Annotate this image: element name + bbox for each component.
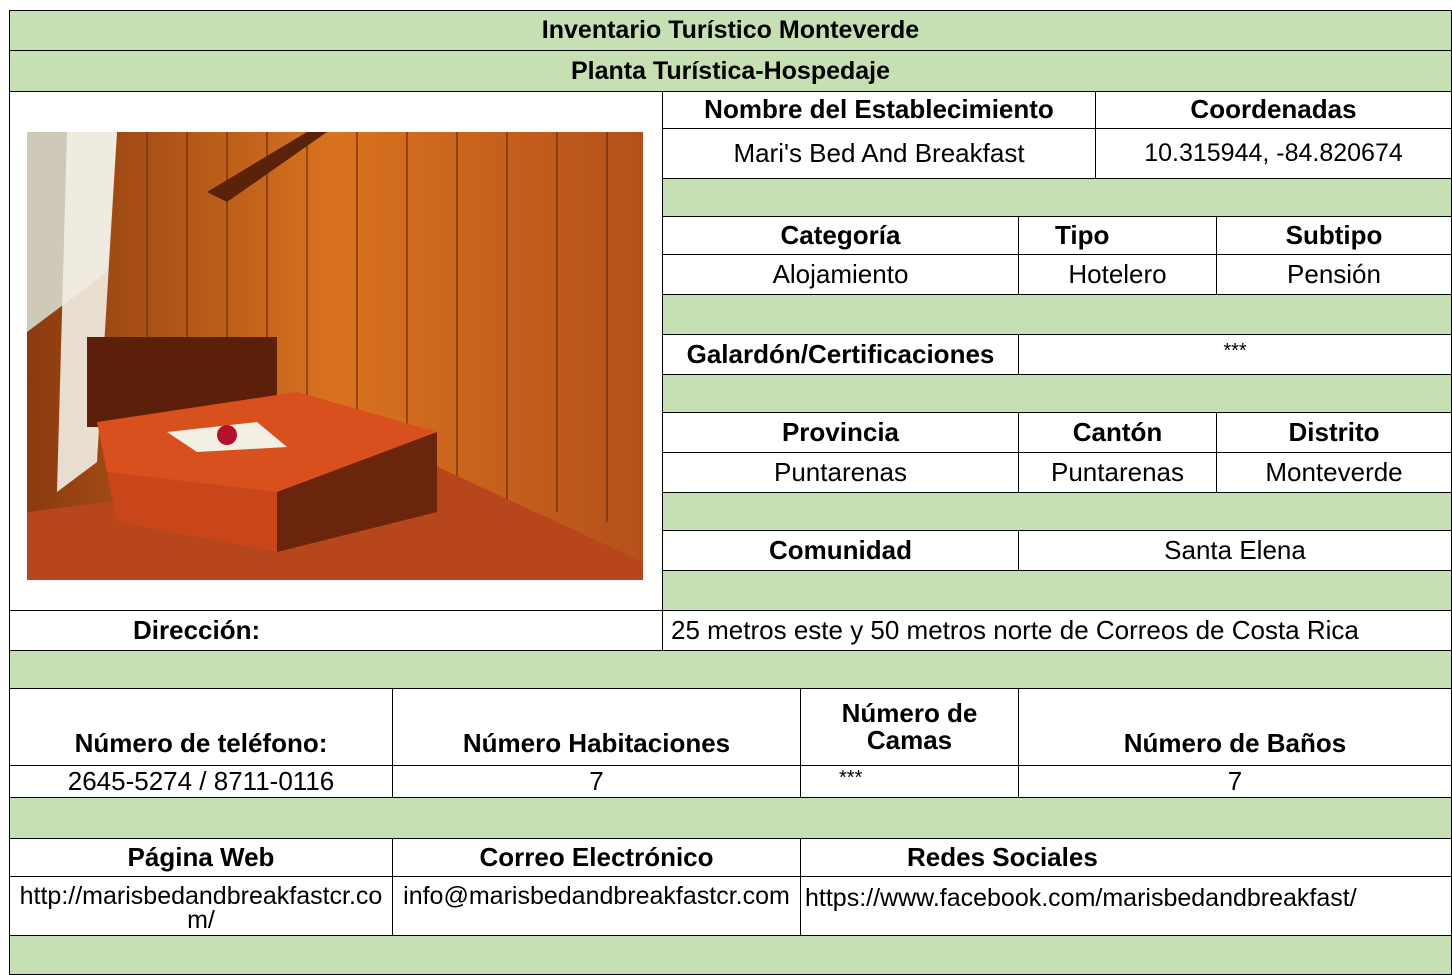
phone-value: 2645-5274 / 8711-0116 <box>9 765 393 798</box>
subtitle: Planta Turística-Hospedaje <box>9 50 1452 92</box>
phone-label: Número de teléfono: <box>9 688 393 766</box>
spacer <box>662 178 1452 217</box>
photo-cell <box>9 91 663 611</box>
canton-value: Puntarenas <box>1018 452 1217 493</box>
category-label: Categoría <box>662 216 1019 255</box>
social-label: Redes Sociales <box>800 838 1452 877</box>
community-value: Santa Elena <box>1018 530 1452 571</box>
address-label: Dirección: <box>9 610 663 651</box>
title: Inventario Turístico Monteverde <box>9 10 1452 51</box>
spacer <box>662 294 1452 335</box>
type-label: Tipo <box>1018 216 1217 255</box>
province-value: Puntarenas <box>662 452 1019 493</box>
subtype-value: Pensión <box>1216 254 1452 295</box>
province-label: Provincia <box>662 412 1019 453</box>
name-value: Mari's Bed And Breakfast <box>662 128 1096 179</box>
awards-label: Galardón/Certificaciones <box>662 334 1019 375</box>
coords-label: Coordenadas <box>1095 91 1452 129</box>
social-value: https://www.facebook.com/marisbedandbrea… <box>800 876 1452 936</box>
subtype-label: Subtipo <box>1216 216 1452 255</box>
coords-value: 10.315944, -84.820674 <box>1095 128 1452 179</box>
spacer <box>662 570 1452 611</box>
community-label: Comunidad <box>662 530 1019 571</box>
awards-value: *** <box>1018 334 1452 375</box>
rooms-label: Número Habitaciones <box>392 688 801 766</box>
type-value: Hotelero <box>1018 254 1217 295</box>
baths-value: 7 <box>1018 765 1452 798</box>
rooms-value: 7 <box>392 765 801 798</box>
spacer <box>662 492 1452 531</box>
email-label: Correo Electrónico <box>392 838 801 877</box>
photo <box>27 132 643 580</box>
address-value: 25 metros este y 50 metros norte de Corr… <box>662 610 1452 651</box>
spacer <box>9 650 1452 689</box>
spacer <box>9 797 1452 839</box>
category-value: Alojamiento <box>662 254 1019 295</box>
name-label: Nombre del Establecimiento <box>662 91 1096 129</box>
email-value: info@marisbedandbreakfastcr.com <box>392 876 801 936</box>
web-label: Página Web <box>9 838 393 877</box>
spacer <box>9 935 1452 975</box>
baths-label: Número de Baños <box>1018 688 1452 766</box>
district-label: Distrito <box>1216 412 1452 453</box>
beds-label: Número de Camas <box>800 688 1019 766</box>
beds-value: *** <box>800 765 1019 798</box>
canton-label: Cantón <box>1018 412 1217 453</box>
district-value: Monteverde <box>1216 452 1452 493</box>
web-value: http://marisbedandbreakfastcr.com/ <box>9 876 393 936</box>
spacer <box>662 374 1452 413</box>
